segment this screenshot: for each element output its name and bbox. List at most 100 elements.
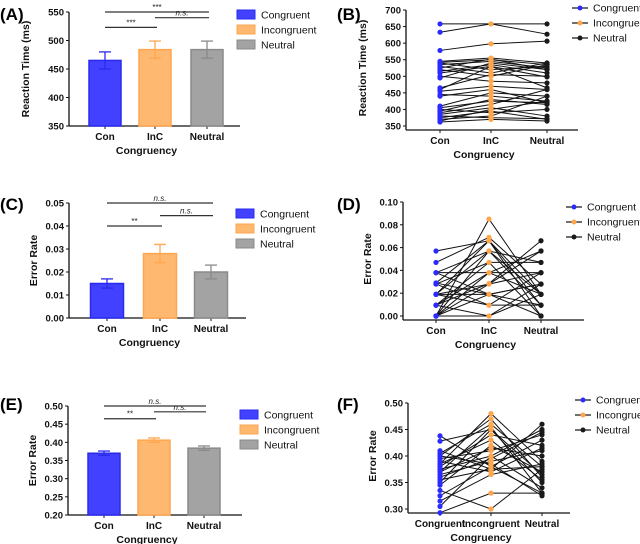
y-tick-label: 0.10 [380,198,399,209]
y-tick-label: 700 [385,6,401,17]
data-point-incongruent [488,461,494,467]
panel-label: (D) [337,195,361,214]
significance-label: *** [152,3,161,12]
panel-label: (C) [0,195,24,214]
data-point-incongruent [488,490,494,496]
data-point-congruent [437,438,443,444]
data-point-inc [486,259,492,266]
x-tick-label: InC [152,324,168,335]
legend-label: Congruent [596,395,640,407]
y-tick-label: 350 [48,122,64,133]
data-point-neutral [544,67,550,73]
y-axis-title: Error Rate [28,235,40,287]
data-point-congruent [437,503,443,509]
data-point-con [437,21,443,27]
panel-c: (C) 0.00 0.01 0.02 0.03 0.04 0.05 Con InC Neutral… [0,194,316,349]
data-point-incongruent [488,456,494,462]
data-point-inc [486,270,492,276]
data-point-inc [488,116,494,122]
legend-label: Neutral [593,33,627,45]
legend-marker [580,397,586,403]
data-point-con [437,47,443,54]
data-point-inc [486,248,492,254]
panel-label: (B) [337,5,361,24]
y-tick-label: 500 [48,36,64,47]
x-tick-label: Neutral [194,324,229,335]
data-point-neutral [544,98,550,104]
y-tick-label: 400 [48,93,64,104]
x-axis-title: Congruency [116,145,177,157]
panel-a: (A) 350 400 450 500 550 Con InC Neutral Congruenc… [0,3,317,157]
data-point-inc [488,63,494,69]
data-point-congruent [437,453,443,459]
data-point-neutral [539,429,545,435]
data-point-con [433,280,439,286]
legend-label: Incongruent [264,425,320,437]
significance-label: ** [131,217,137,226]
legend-label: Congruent [264,410,313,422]
significance-label: n.s. [154,194,167,203]
data-point-neutral [538,248,544,254]
legend-swatch [236,39,256,50]
bar-con [87,452,121,516]
legend-marker [571,204,577,210]
legend-label: Neutral [261,40,295,52]
x-tick-label: Con [94,521,113,532]
legend-label: Neutral [264,440,298,452]
data-point-neutral [539,421,545,427]
data-point-con [433,302,439,308]
data-point-inc [486,302,492,308]
data-point-neutral [539,485,545,491]
data-point-incongruent [488,506,494,512]
legend-label: Incongruent [587,217,640,229]
legend-marker [580,412,586,418]
bar-neutral [193,271,229,319]
y-tick-label: 600 [385,39,401,50]
data-point-congruent [437,474,443,480]
data-point-neutral [539,471,545,478]
data-point-inc [488,90,494,96]
data-point-neutral [538,281,544,287]
x-axis-title: Congruency [116,534,177,544]
data-point-congruent [437,479,443,486]
panel-d: (D) 0.00 0.02 0.04 0.06 0.08 0.10 Con InC Neutral… [337,195,640,351]
data-point-inc [488,96,494,103]
data-point-inc [488,21,494,27]
significance-label: n.s. [149,397,162,406]
data-point-neutral [538,270,544,276]
significance-label: n.s. [174,403,187,412]
legend-label: Neutral [260,239,294,251]
legend-swatch [235,208,255,219]
y-tick-label: 0.08 [380,220,399,231]
x-axis-title: Congruency [119,337,180,349]
data-point-incongruent [488,416,494,422]
data-point-neutral [538,259,544,266]
data-point-inc [486,281,492,287]
data-point-con [437,110,443,116]
data-point-congruent [437,510,443,516]
y-tick-label: 0.00 [380,312,399,323]
data-point-neutral [544,86,550,93]
x-tick-label: Con [97,324,116,335]
significance-label: n.s. [180,207,193,216]
bar-neutral [190,48,224,127]
y-tick-label: 0.30 [45,474,64,485]
y-tick-label: 350 [385,122,401,133]
x-tick-label: InC [147,132,163,143]
legend-swatch [235,238,255,249]
y-tick-label: 0.02 [380,289,399,300]
y-tick-label: 0.30 [385,505,404,516]
data-point-neutral [539,453,545,459]
subject-line [439,23,548,35]
data-point-inc [486,238,492,244]
legend-label: Incongruent [593,18,640,30]
y-tick-label: 450 [385,88,401,99]
data-point-congruent [437,487,443,494]
x-tick-label: Neutral [187,521,222,532]
x-tick-label: Con [95,132,114,143]
y-axis-title: Error Rate [367,430,379,482]
legend-label: Congruent [260,209,309,221]
x-tick-label: Neutral [524,326,559,337]
panel-label: (E) [0,395,23,414]
